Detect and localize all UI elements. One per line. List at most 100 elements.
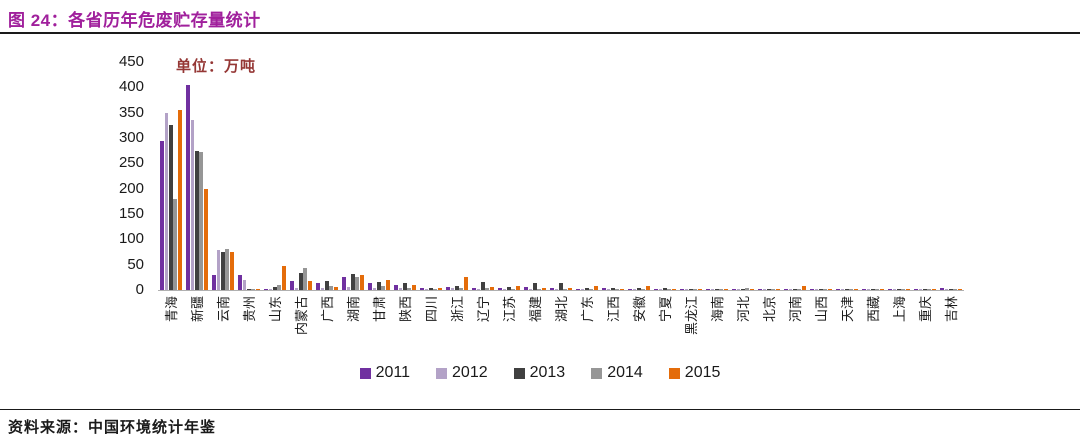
legend-swatch-2013	[513, 367, 525, 379]
bar	[299, 273, 303, 290]
y-tick-label: 450	[118, 53, 144, 70]
data-source: 资料来源：中国环境统计年鉴	[8, 420, 217, 436]
bar	[918, 289, 923, 290]
x-tick-label: 山西	[814, 296, 829, 323]
bar	[437, 287, 442, 290]
legend-label: 2014	[607, 364, 643, 381]
bar	[351, 273, 355, 290]
bar	[316, 283, 320, 290]
y-tick-label: 0	[135, 281, 144, 298]
bar	[788, 289, 793, 290]
bar	[927, 289, 932, 290]
bar	[355, 277, 360, 290]
y-tick-label: 300	[118, 129, 144, 146]
bar	[745, 287, 750, 290]
bar	[784, 289, 788, 290]
x-tick-label: 山东	[268, 296, 283, 323]
bar	[602, 288, 606, 290]
bar	[164, 112, 169, 290]
x-tick-label: 西藏	[866, 296, 881, 323]
bar	[723, 289, 728, 290]
legend-label: 2011	[375, 364, 411, 381]
bar	[667, 289, 672, 290]
bar	[424, 288, 429, 290]
bar	[550, 288, 554, 290]
x-tick-label: 四川	[424, 296, 439, 323]
bar	[342, 276, 346, 290]
x-tick-label: 广东	[580, 296, 595, 323]
bar	[901, 289, 906, 290]
bar	[862, 289, 866, 290]
x-tick-label: 海南	[710, 296, 725, 323]
x-tick-label: 辽宁	[476, 296, 491, 323]
bar	[190, 120, 195, 290]
bar	[515, 285, 520, 290]
bar	[242, 279, 247, 290]
legend-item-2011: 2011	[359, 364, 411, 382]
bar	[580, 289, 585, 290]
x-tick-label: 重庆	[918, 296, 933, 323]
y-tick-label: 250	[118, 154, 144, 172]
bar	[303, 268, 308, 290]
bar	[576, 288, 580, 290]
x-tick-label: 河南	[788, 296, 803, 323]
chart-legend: 2011 2012 2013 2014 2015	[0, 364, 1080, 382]
bar	[771, 289, 776, 290]
x-tick-label: 内蒙古	[294, 296, 309, 336]
legend-swatch-2014	[591, 367, 603, 379]
bar	[589, 288, 594, 290]
bar	[563, 288, 568, 290]
x-tick-label: 黑龙江	[684, 296, 699, 336]
bar	[693, 289, 698, 290]
bar	[277, 284, 282, 290]
y-tick-label: 350	[118, 103, 144, 121]
bar	[541, 288, 546, 290]
bar	[953, 289, 958, 290]
bar	[346, 287, 351, 290]
bar	[749, 289, 754, 290]
bar	[641, 288, 646, 290]
bar	[684, 289, 689, 290]
bar	[485, 288, 490, 290]
bar	[697, 289, 702, 290]
bar	[446, 287, 450, 290]
x-tick-label: 天津	[840, 296, 855, 323]
x-tick-label: 浙江	[450, 296, 465, 323]
bar	[264, 289, 268, 290]
bar	[658, 289, 663, 290]
bar	[368, 283, 372, 290]
y-tick-label: 150	[118, 205, 144, 222]
x-tick-label: 上海	[892, 296, 907, 323]
bar	[814, 289, 819, 290]
bar	[307, 280, 312, 290]
bar	[481, 282, 485, 290]
bar	[949, 289, 953, 290]
bar	[251, 289, 256, 290]
bar	[186, 84, 190, 290]
bar	[528, 288, 533, 290]
bar	[229, 252, 234, 290]
bar	[944, 289, 949, 290]
bar	[476, 288, 481, 290]
bar	[268, 288, 273, 290]
bar	[537, 288, 542, 290]
bar	[840, 289, 845, 290]
bar	[923, 288, 927, 290]
bar	[433, 288, 438, 290]
bar	[845, 289, 849, 290]
bar	[793, 288, 797, 290]
bar	[615, 288, 620, 290]
x-tick-label: 陕西	[398, 296, 413, 323]
bar	[507, 287, 511, 290]
bar	[654, 289, 658, 290]
bar	[472, 287, 476, 290]
bar	[273, 287, 277, 290]
legend-label: 2013	[529, 364, 566, 381]
x-tick-label: 北京	[762, 296, 777, 323]
y-tick-label: 50	[127, 255, 144, 273]
bar	[329, 285, 334, 290]
bar	[459, 288, 464, 290]
bar	[169, 125, 173, 290]
figure-title: 图 24：各省历年危废贮存量统计	[8, 11, 261, 30]
bar	[212, 274, 216, 290]
